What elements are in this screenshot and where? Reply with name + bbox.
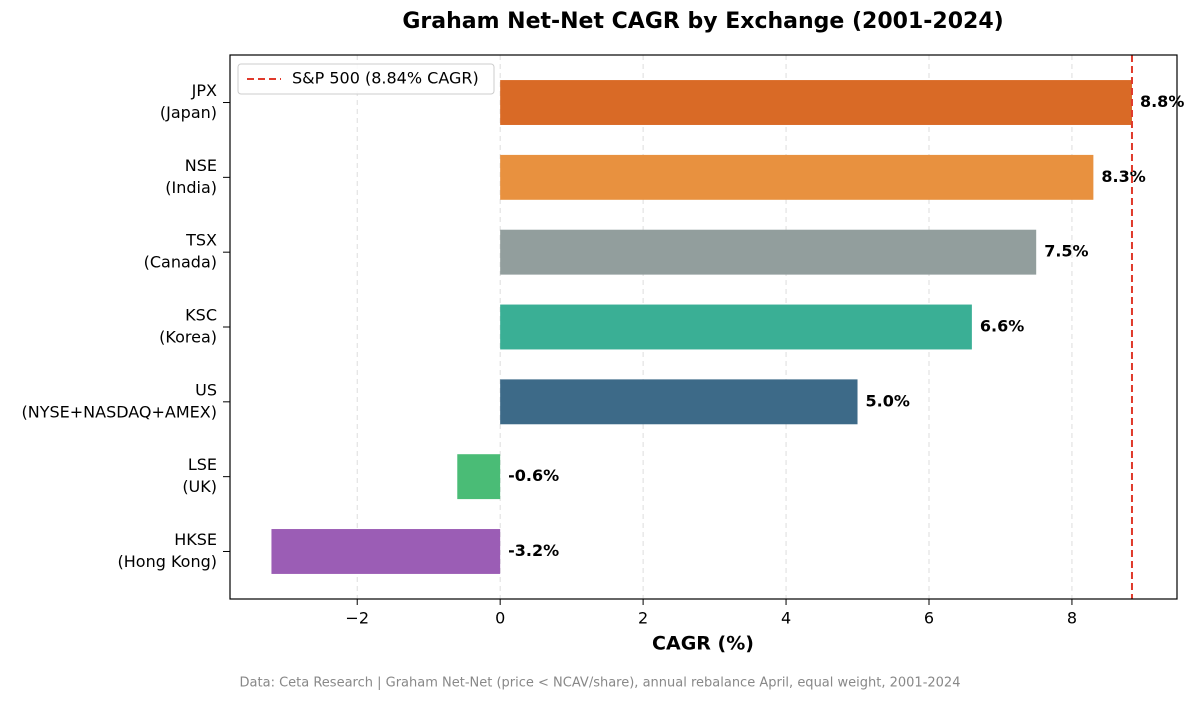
y-tick-label: (NYSE+NASDAQ+AMEX)	[22, 402, 218, 421]
x-tick-label: −2	[345, 609, 369, 628]
bar	[271, 529, 501, 574]
bar	[457, 454, 501, 500]
y-tick-label: (Korea)	[159, 328, 217, 347]
bar	[500, 154, 1094, 200]
x-tick-label: 6	[924, 609, 934, 628]
legend-box	[237, 63, 495, 95]
x-tick-label: 2	[638, 609, 648, 628]
y-tick-label: (UK)	[182, 477, 217, 496]
bar	[500, 304, 972, 350]
x-axis-label: CAGR (%)	[652, 633, 754, 655]
y-tick-label: (Canada)	[144, 253, 217, 272]
bar	[500, 379, 858, 425]
y-tick-label: TSX	[185, 231, 217, 250]
x-tick-label: 8	[1067, 609, 1077, 628]
x-tick-label: 0	[495, 609, 505, 628]
y-tick-label: KSC	[185, 306, 217, 325]
value-label: -0.6%	[508, 466, 559, 485]
y-tick-label: NSE	[185, 156, 217, 175]
value-label: 8.3%	[1101, 167, 1145, 186]
value-label: 8.8%	[1140, 92, 1184, 111]
value-label: 5.0%	[866, 391, 910, 410]
value-label: 7.5%	[1044, 242, 1088, 261]
bar	[500, 229, 1037, 275]
legend-label: S&P 500 (8.84% CAGR)	[292, 69, 479, 88]
value-label: 6.6%	[980, 317, 1024, 336]
value-label: -3.2%	[508, 541, 559, 560]
x-tick-label: 4	[781, 609, 791, 628]
plot-frame	[229, 54, 1178, 600]
bar	[500, 80, 1132, 125]
y-tick-label: LSE	[188, 455, 217, 474]
y-tick-label: US	[195, 380, 217, 399]
y-tick-label: (India)	[165, 178, 217, 197]
chart-title: Graham Net-Net CAGR by Exchange (2001-20…	[402, 9, 1003, 34]
y-tick-label: (Hong Kong)	[118, 552, 217, 571]
footnote: Data: Ceta Research | Graham Net-Net (pr…	[240, 676, 961, 691]
y-tick-label: (Japan)	[160, 103, 217, 122]
y-tick-label: JPX	[191, 81, 217, 100]
y-tick-label: HKSE	[174, 530, 217, 549]
